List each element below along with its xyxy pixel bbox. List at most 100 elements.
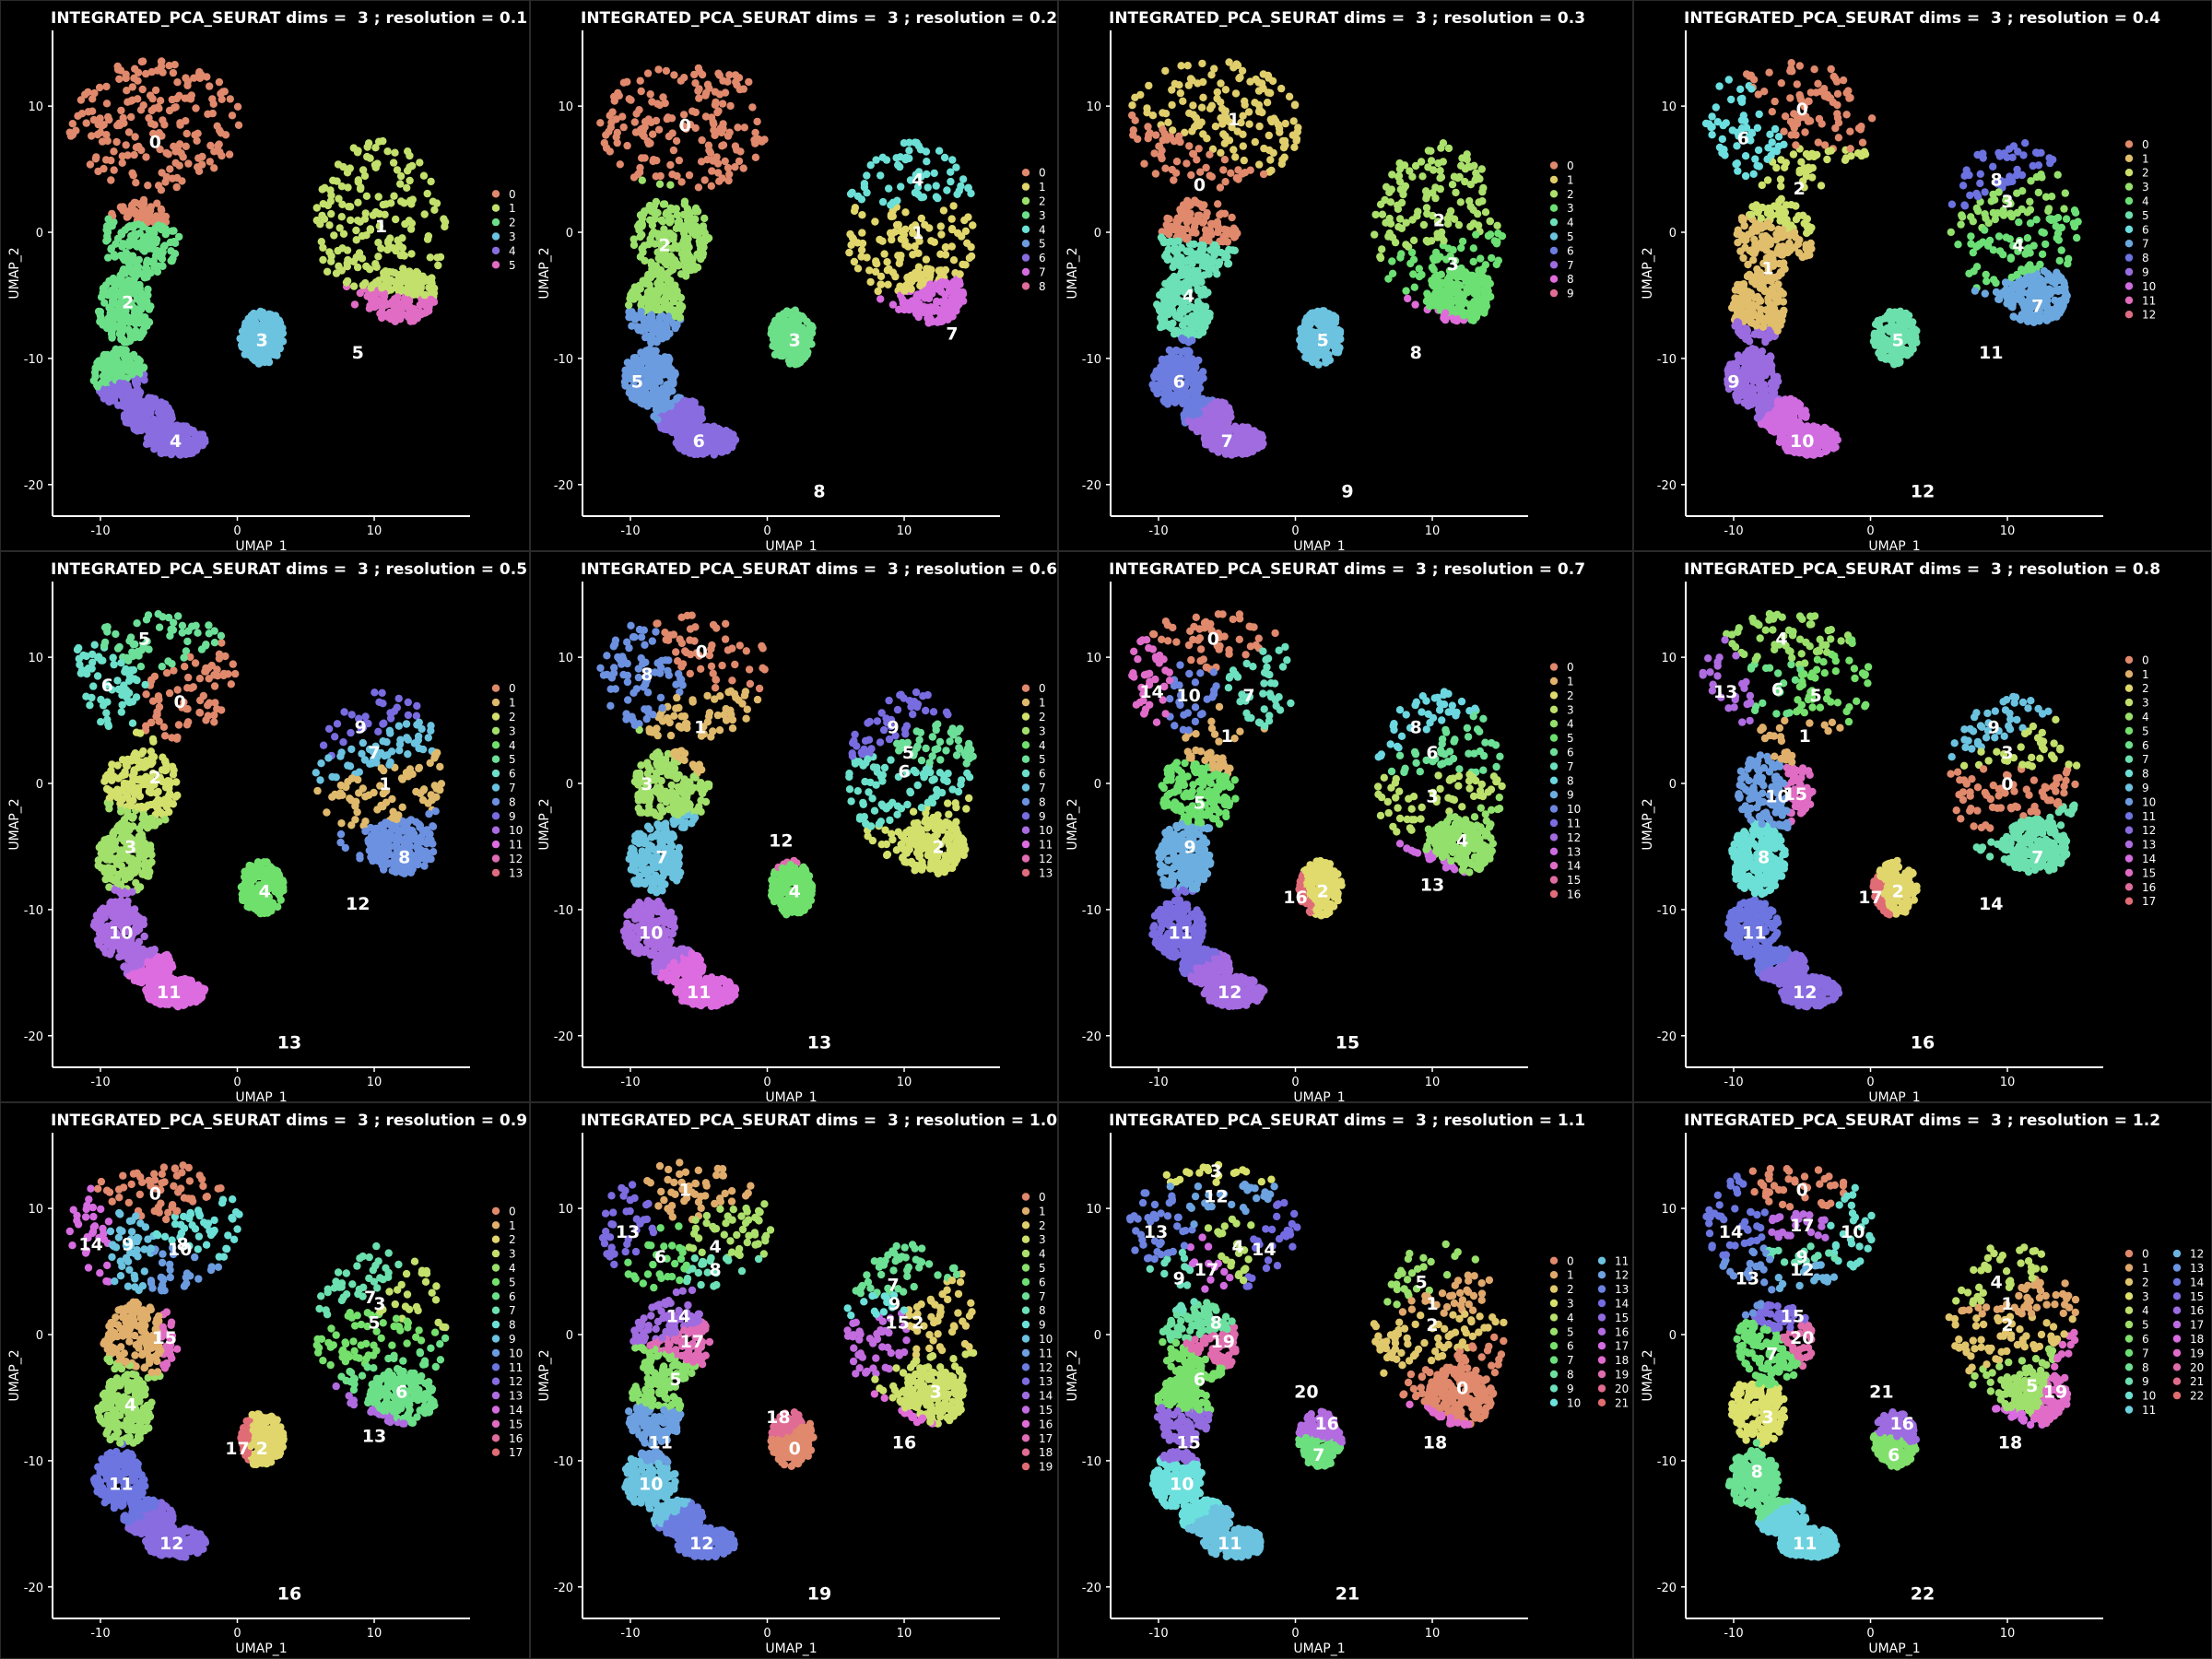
data-point: [138, 85, 147, 94]
data-point: [670, 308, 678, 316]
data-point: [689, 412, 699, 421]
data-point: [914, 168, 924, 176]
legend-label: 3: [1039, 209, 1046, 222]
data-point: [112, 390, 120, 398]
data-point: [377, 244, 385, 253]
data-point: [1192, 113, 1200, 123]
data-point: [145, 318, 154, 326]
data-point: [644, 240, 653, 249]
data-point: [398, 276, 407, 285]
data-point: [318, 211, 326, 220]
data-point: [912, 307, 922, 315]
data-point: [203, 73, 211, 81]
data-point: [117, 106, 125, 115]
data-point: [629, 173, 639, 182]
data-point: [863, 171, 871, 180]
data-point: [657, 404, 665, 412]
legend-label: 2: [509, 217, 516, 229]
data-point: [1158, 228, 1166, 236]
data-point: [751, 153, 760, 161]
data-point: [676, 306, 685, 315]
data-point: [396, 180, 405, 188]
data-point: [665, 218, 674, 227]
data-point: [156, 145, 164, 154]
data-point: [803, 338, 811, 347]
x-tick-label: 0: [763, 524, 771, 538]
data-point: [1177, 260, 1185, 268]
data-point: [887, 210, 896, 219]
data-point: [1143, 109, 1151, 117]
data-point: [342, 278, 351, 287]
data-point: [131, 206, 139, 216]
data-point: [113, 65, 123, 74]
data-point: [1190, 240, 1198, 249]
panel-title: INTEGRATED_PCA_SEURAT dims = 3 ; resolut…: [51, 9, 527, 28]
data-point: [267, 340, 276, 348]
legend-key: [491, 190, 500, 198]
data-point: [1266, 88, 1275, 98]
data-point: [335, 224, 344, 232]
data-point: [1223, 238, 1232, 246]
data-point: [956, 270, 964, 278]
data-point: [1478, 197, 1487, 206]
data-point: [171, 103, 180, 112]
data-point: [374, 239, 382, 247]
data-point: [653, 100, 662, 108]
data-point: [369, 293, 377, 302]
data-point: [625, 300, 633, 310]
data-point: [1169, 126, 1177, 135]
data-point: [155, 104, 163, 112]
data-point: [128, 96, 136, 104]
data-point: [215, 77, 224, 87]
data-point: [1161, 164, 1170, 172]
data-point: [360, 171, 370, 181]
data-point: [845, 248, 853, 257]
data-point: [371, 302, 379, 312]
data-point: [1225, 58, 1233, 66]
data-point: [269, 315, 277, 324]
data-point: [680, 408, 688, 418]
data-point: [367, 284, 375, 292]
data-point: [155, 409, 163, 418]
data-point: [953, 190, 961, 198]
scatter-points: [65, 57, 450, 459]
data-point: [396, 251, 405, 260]
data-point: [700, 176, 709, 184]
data-point: [1165, 294, 1174, 302]
data-point: [112, 307, 121, 316]
data-point: [900, 230, 909, 239]
data-point: [173, 78, 182, 87]
data-point: [969, 221, 977, 229]
data-point: [799, 326, 808, 335]
data-point: [647, 118, 655, 126]
data-point: [606, 112, 614, 120]
data-point: [312, 204, 321, 212]
data-point: [916, 146, 925, 154]
data-point: [1437, 270, 1445, 278]
x-axis-label: UMAP_1: [765, 539, 817, 551]
data-point: [1293, 127, 1301, 136]
data-point: [1239, 112, 1247, 120]
data-point: [143, 273, 151, 281]
data-point: [155, 426, 163, 434]
data-point: [673, 406, 681, 414]
data-point: [326, 197, 335, 206]
data-point: [672, 136, 681, 146]
data-point: [1251, 99, 1259, 107]
data-point: [1479, 183, 1488, 193]
data-point: [398, 234, 406, 242]
data-point: [667, 283, 677, 291]
data-point: [1296, 335, 1304, 344]
data-point: [948, 156, 957, 164]
data-point: [793, 323, 802, 331]
data-point: [660, 298, 668, 306]
data-point: [1128, 101, 1136, 110]
legend-key: [491, 261, 500, 269]
data-point: [406, 196, 415, 205]
data-point: [350, 300, 359, 309]
data-point: [673, 171, 681, 181]
data-point: [1446, 206, 1455, 216]
data-point: [204, 110, 212, 118]
data-point: [670, 261, 678, 269]
